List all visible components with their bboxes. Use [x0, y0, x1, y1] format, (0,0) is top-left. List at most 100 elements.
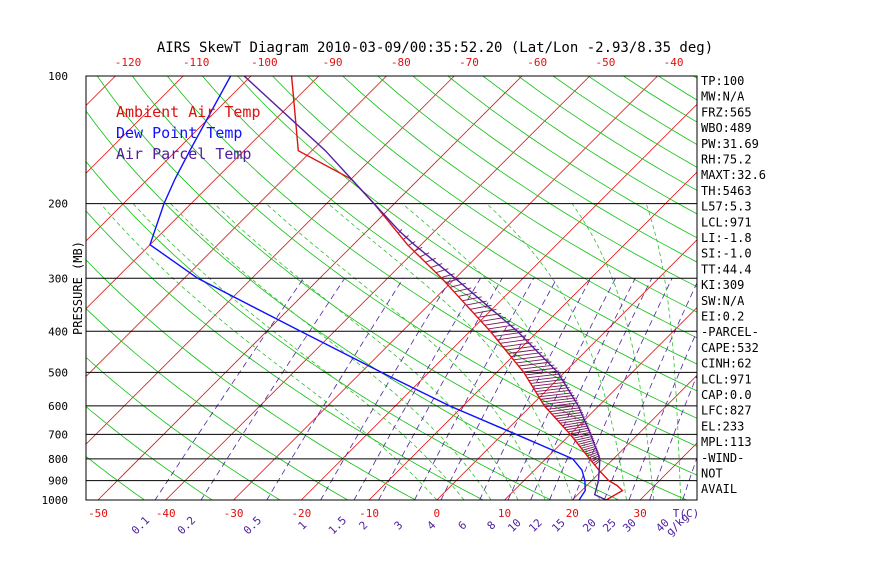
- mixing-ratio-label: 1.5: [326, 514, 349, 537]
- y-axis-label: PRESSURE (MB): [71, 241, 85, 335]
- cape-hatch: [581, 444, 596, 448]
- index-label: L57:5.3: [701, 200, 752, 214]
- moist-adiabat-line: [402, 204, 599, 500]
- moist-adiabat-line: [101, 204, 437, 500]
- index-label: CAP:0.0: [701, 388, 752, 402]
- top-temp-tick-label: -80: [391, 56, 411, 69]
- pressure-tick-label: 1000: [42, 494, 69, 507]
- cape-hatch: [503, 343, 533, 347]
- pressure-tick-label: 900: [48, 475, 68, 488]
- index-label: LI:-1.8: [701, 231, 752, 245]
- isotherm-line: [437, 76, 861, 500]
- index-label: MAXT:32.6: [701, 168, 766, 182]
- mixing-ratio-label: 12: [526, 516, 545, 535]
- index-label: RH:75.2: [701, 153, 752, 167]
- index-label: KI:309: [701, 278, 744, 292]
- index-label: CINH:62: [701, 357, 752, 371]
- bottom-temp-tick-label: -20: [291, 507, 311, 520]
- isotherm-line: [0, 76, 48, 500]
- isotherm-line: [843, 76, 870, 500]
- pressure-tick-label: 600: [48, 400, 68, 413]
- index-label: MPL:113: [701, 435, 752, 449]
- isotherm-line: [776, 76, 870, 500]
- bottom-temp-tick-label: 20: [566, 507, 579, 520]
- top-temp-tick-label: -100: [251, 56, 278, 69]
- pressure-tick-label: 300: [48, 272, 68, 285]
- mixing-ratio-label: 3: [392, 519, 406, 533]
- moist-adiabat-line: [214, 204, 518, 500]
- top-temp-tick-label: -120: [115, 56, 142, 69]
- top-temp-tick-label: -50: [595, 56, 615, 69]
- mixing-ratio-label: 25: [600, 516, 619, 535]
- pressure-tick-label: 200: [48, 198, 68, 211]
- dry-adiabat-line: [238, 76, 870, 509]
- moist-adiabat-line: [646, 204, 681, 500]
- mixing-ratio-line: [349, 278, 480, 509]
- index-label: LCL:971: [701, 372, 752, 386]
- cape-hatch: [506, 346, 536, 350]
- text-layer: AIRS SkewT Diagram 2010-03-09/00:35:52.2…: [42, 40, 767, 538]
- cape-hatch: [508, 349, 539, 353]
- cape-hatch: [500, 339, 529, 343]
- top-temp-tick-label: -60: [527, 56, 547, 69]
- moist-adiabat-line: [171, 204, 491, 500]
- chart-title: AIRS SkewT Diagram 2010-03-09/00:35:52.2…: [157, 40, 713, 56]
- dry-adiabat-line: [518, 76, 870, 509]
- index-label: PW:31.69: [701, 137, 759, 151]
- legend-entry: Air Parcel Temp: [116, 145, 251, 163]
- top-temp-tick-label: -70: [459, 56, 479, 69]
- dry-adiabat-line: [483, 76, 870, 509]
- index-label: SI:-1.0: [701, 247, 752, 261]
- cape-hatch: [521, 365, 554, 369]
- mixing-ratio-line: [475, 278, 590, 509]
- isotherm-line: [301, 76, 725, 500]
- mixing-ratio-label: 4: [425, 518, 439, 532]
- index-label: WBO:489: [701, 121, 752, 135]
- moist-adiabat-line: [328, 204, 572, 500]
- bottom-temp-tick-label: 30: [633, 507, 646, 520]
- top-temp-tick-label: -110: [183, 56, 210, 69]
- moist-adiabat-line: [572, 204, 654, 500]
- index-label: TP:100: [701, 74, 744, 88]
- top-temp-tick-label: -90: [323, 56, 343, 69]
- bottom-temp-tick-label: 0: [433, 507, 440, 520]
- index-label: EL:233: [701, 419, 744, 433]
- mixing-ratio-line: [149, 278, 303, 509]
- index-label: LFC:827: [701, 404, 752, 418]
- mixing-ratio-label: 1: [296, 519, 310, 533]
- mixing-ratio-line: [601, 278, 699, 509]
- mixing-ratio-label: 2: [357, 519, 371, 533]
- index-label: NOT: [701, 467, 723, 481]
- pressure-tick-label: 400: [48, 325, 68, 338]
- moist-adiabat-line: [133, 204, 464, 500]
- moist-adiabat-line: [266, 204, 545, 500]
- bottom-temp-tick-label: -10: [359, 507, 379, 520]
- pressure-tick-label: 100: [48, 70, 68, 83]
- isotherm-line: [505, 76, 870, 500]
- top-temp-tick-label: -40: [664, 56, 684, 69]
- index-label: AVAIL: [701, 482, 737, 496]
- index-label: MW:N/A: [701, 90, 745, 104]
- dry-adiabat-line: [413, 76, 870, 509]
- mixing-ratio-label: 0.1: [129, 514, 152, 537]
- index-label: FRZ:565: [701, 105, 752, 119]
- index-label: TH:5463: [701, 184, 752, 198]
- mixing-ratio-line: [410, 278, 534, 509]
- index-label: -PARCEL-: [701, 325, 759, 339]
- pressure-tick-label: 700: [48, 428, 68, 441]
- mixing-ratio-label: 8: [485, 519, 499, 533]
- mixing-ratio-label: 20: [580, 516, 599, 535]
- bottom-temp-tick-label: -30: [224, 507, 244, 520]
- index-label: -WIND-: [701, 451, 744, 465]
- index-label: LCL:971: [701, 215, 752, 229]
- mixing-ratio-label: 6: [456, 519, 470, 533]
- mixing-ratio-line: [316, 278, 451, 509]
- bottom-temp-tick-label: -40: [156, 507, 176, 520]
- mixing-ratio-label: 0.2: [175, 514, 198, 537]
- index-label: EI:0.2: [701, 310, 744, 324]
- legend-entry: Ambient Air Temp: [116, 103, 261, 121]
- legend-entry: Dew Point Temp: [116, 124, 242, 142]
- pressure-tick-label: 800: [48, 453, 68, 466]
